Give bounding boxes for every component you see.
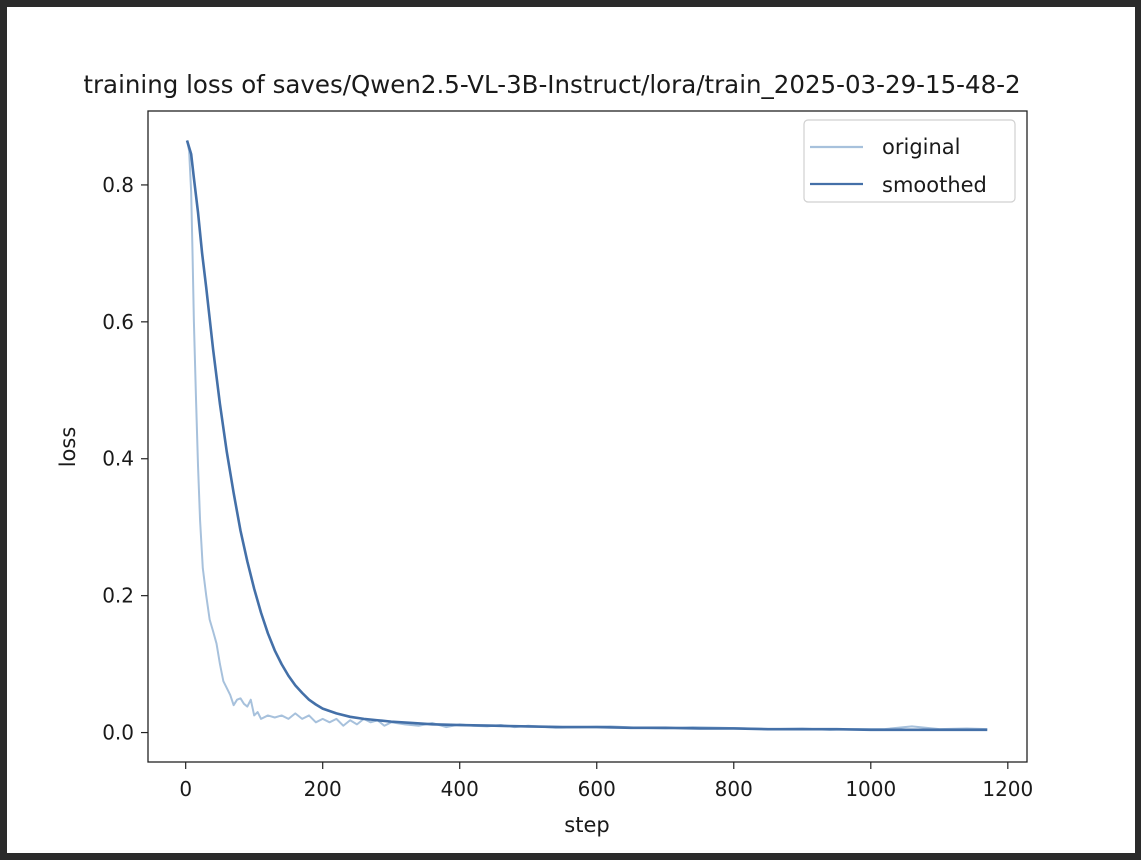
x-tick-label: 200 bbox=[304, 777, 342, 801]
x-tick-label: 0 bbox=[179, 777, 192, 801]
x-tick-label: 800 bbox=[715, 777, 753, 801]
chart-title: training loss of saves/Qwen2.5-VL-3B-Ins… bbox=[83, 70, 1020, 99]
y-tick-label: 0.0 bbox=[102, 721, 134, 745]
figure: training loss of saves/Qwen2.5-VL-3B-Ins… bbox=[7, 7, 1135, 853]
x-axis: 0 200 400 600 800 1000 1200 bbox=[179, 762, 1033, 801]
series-line-smoothed bbox=[185, 140, 988, 732]
series-line-original bbox=[186, 140, 988, 731]
plot-area bbox=[185, 140, 988, 732]
y-tick-label: 0.8 bbox=[102, 173, 134, 197]
x-axis-label: step bbox=[564, 813, 609, 837]
legend-box bbox=[803, 119, 1016, 203]
legend-label-smoothed: smoothed bbox=[882, 173, 987, 197]
x-tick-label: 1200 bbox=[982, 777, 1033, 801]
x-tick-label: 400 bbox=[441, 777, 479, 801]
y-axis-label: loss bbox=[56, 427, 80, 468]
axes-frame bbox=[147, 110, 1028, 763]
y-tick-label: 0.4 bbox=[102, 447, 134, 471]
legend: original smoothed bbox=[803, 119, 1016, 203]
y-tick-label: 0.6 bbox=[102, 310, 134, 334]
x-tick-label: 1000 bbox=[845, 777, 896, 801]
x-tick-label: 600 bbox=[578, 777, 616, 801]
y-axis: 0.0 0.2 0.4 0.6 0.8 bbox=[102, 173, 148, 745]
y-tick-label: 0.2 bbox=[102, 584, 134, 608]
loss-chart: training loss of saves/Qwen2.5-VL-3B-Ins… bbox=[56, 70, 1033, 837]
legend-label-original: original bbox=[882, 135, 961, 159]
